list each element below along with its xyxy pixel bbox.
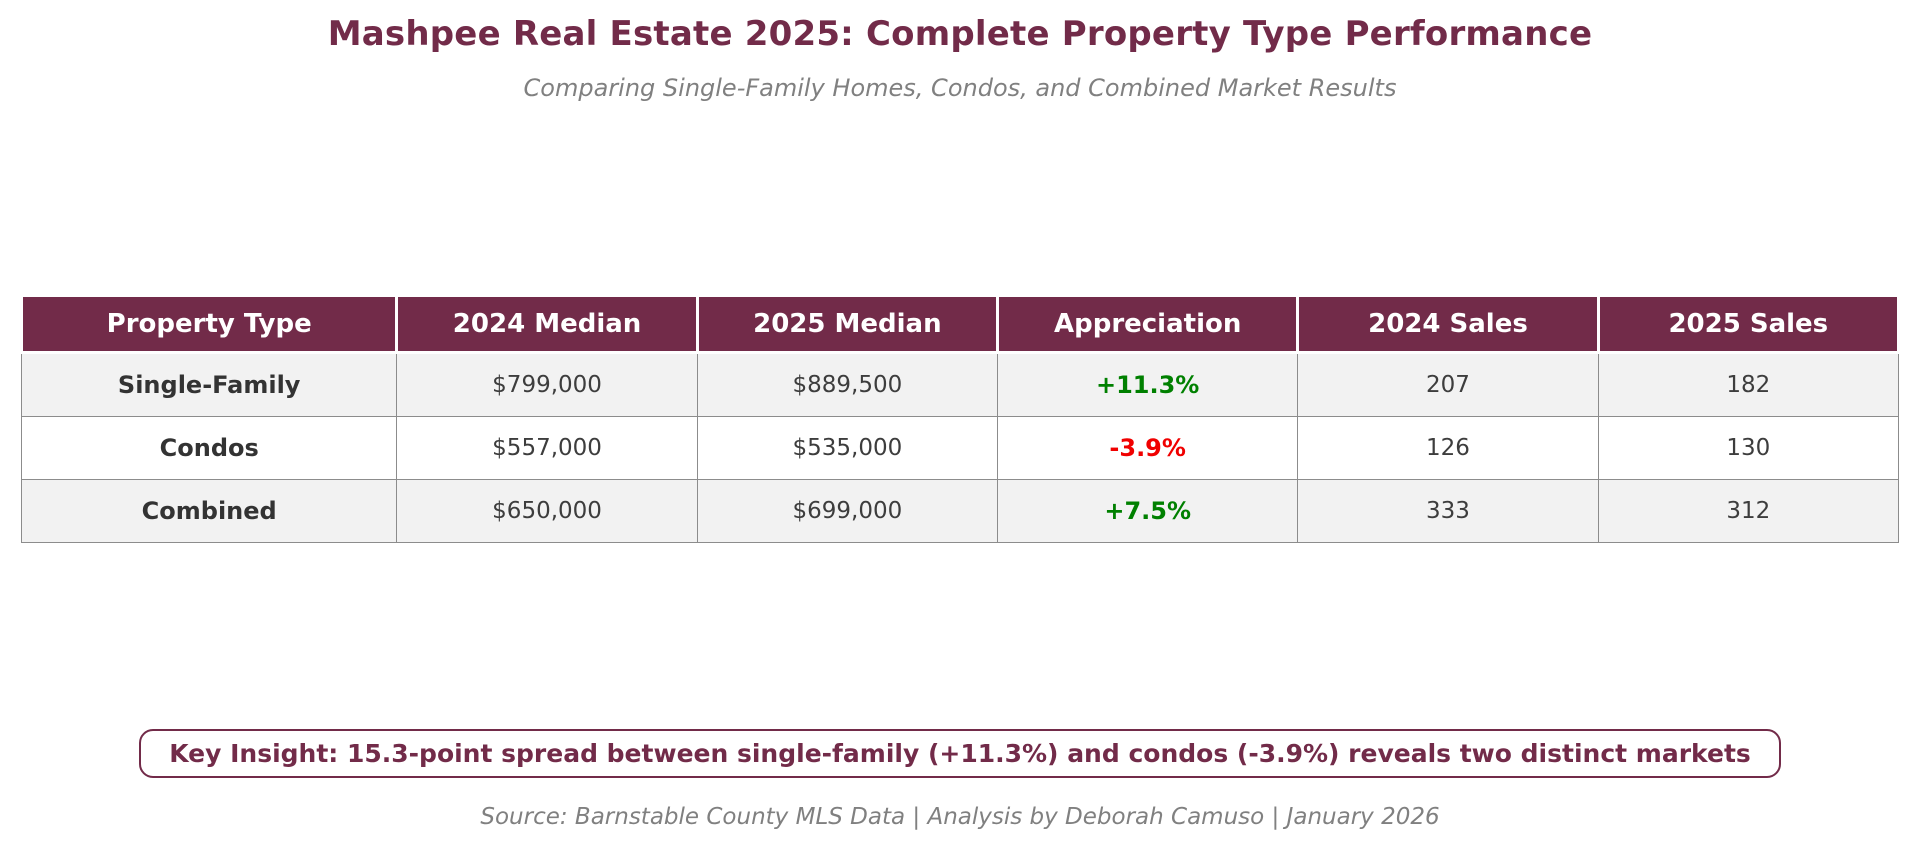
key-insight-box: Key Insight: 15.3-point spread between s… xyxy=(139,729,1781,778)
cell-2024-median: $557,000 xyxy=(396,416,698,480)
col-header-appreciation: Appreciation xyxy=(996,294,1300,354)
cell-2025-sales: 312 xyxy=(1597,479,1900,543)
cell-2024-sales: 333 xyxy=(1297,479,1599,543)
table-head: Property Type 2024 Median 2025 Median Ap… xyxy=(19,294,1901,354)
cell-2025-median: $535,000 xyxy=(696,416,999,480)
col-header-property-type: Property Type xyxy=(19,294,399,354)
property-performance-table: Property Type 2024 Median 2025 Median Ap… xyxy=(19,294,1901,543)
cell-property-type: Combined xyxy=(20,479,398,543)
page-subtitle: Comparing Single-Family Homes, Condos, a… xyxy=(523,74,1397,102)
real-estate-infographic: Mashpee Real Estate 2025: Complete Prope… xyxy=(0,14,1920,866)
page-title: Mashpee Real Estate 2025: Complete Prope… xyxy=(327,14,1593,54)
cell-2025-median: $699,000 xyxy=(696,479,999,543)
col-header-2025-median: 2025 Median xyxy=(695,294,1000,354)
cell-2024-sales: 126 xyxy=(1297,416,1599,480)
col-header-2025-sales: 2025 Sales xyxy=(1596,294,1901,354)
cell-2025-median: $889,500 xyxy=(696,352,999,417)
col-header-2024-median: 2024 Median xyxy=(395,294,699,354)
cell-2025-sales: 130 xyxy=(1597,416,1900,480)
cell-2024-sales: 207 xyxy=(1297,352,1599,417)
table-row-combined: Combined $650,000 $699,000 +7.5% 333 312 xyxy=(20,479,1900,543)
cell-appreciation: +7.5% xyxy=(997,479,1299,543)
table-row-single-family: Single-Family $799,000 $889,500 +11.3% 2… xyxy=(20,352,1900,417)
cell-property-type: Single-Family xyxy=(20,352,398,417)
cell-property-type: Condos xyxy=(20,416,398,480)
cell-2024-median: $650,000 xyxy=(396,479,698,543)
table-body: Single-Family $799,000 $889,500 +11.3% 2… xyxy=(20,352,1900,543)
cell-2024-median: $799,000 xyxy=(396,352,698,417)
table-header-row: Property Type 2024 Median 2025 Median Ap… xyxy=(19,294,1901,354)
table-row-condos: Condos $557,000 $535,000 -3.9% 126 130 xyxy=(20,416,1900,480)
source-caption: Source: Barnstable County MLS Data | Ana… xyxy=(480,804,1440,830)
insight-row: Key Insight: 15.3-point spread between s… xyxy=(0,729,1920,778)
cell-appreciation: -3.9% xyxy=(997,416,1299,480)
cell-2025-sales: 182 xyxy=(1597,352,1900,417)
col-header-2024-sales: 2024 Sales xyxy=(1296,294,1600,354)
cell-appreciation: +11.3% xyxy=(997,352,1299,417)
